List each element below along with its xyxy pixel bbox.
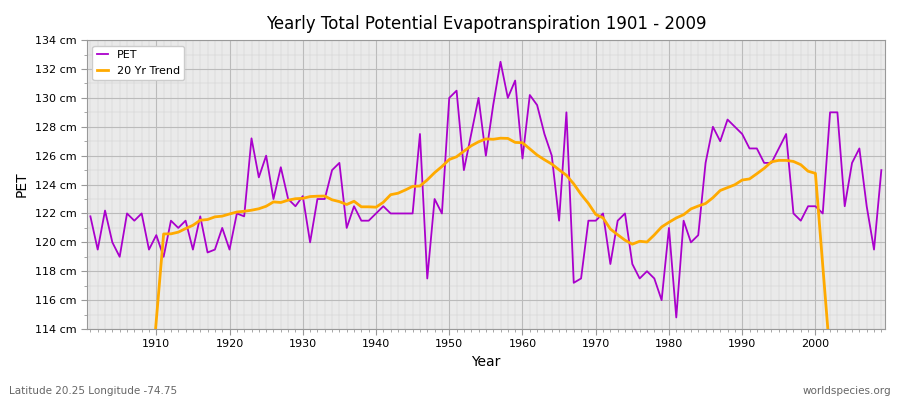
PET — [518, 156, 528, 161]
PET — [85, 214, 95, 219]
Title: Yearly Total Potential Evapotranspiration 1901 - 2009: Yearly Total Potential Evapotranspiratio… — [266, 15, 706, 33]
PET — [305, 240, 316, 245]
Line: 20 Yr Trend: 20 Yr Trend — [90, 138, 881, 400]
PET — [348, 204, 359, 209]
20 Yr Trend — [612, 232, 623, 237]
20 Yr Trend — [495, 136, 506, 140]
20 Yr Trend — [348, 199, 359, 204]
X-axis label: Year: Year — [472, 355, 500, 369]
PET — [495, 59, 506, 64]
20 Yr Trend — [525, 146, 535, 151]
Text: Latitude 20.25 Longitude -74.75: Latitude 20.25 Longitude -74.75 — [9, 386, 177, 396]
20 Yr Trend — [305, 194, 316, 199]
PET — [144, 247, 155, 252]
PET — [670, 315, 681, 320]
PET — [876, 168, 886, 172]
Y-axis label: PET: PET — [15, 172, 29, 197]
Legend: PET, 20 Yr Trend: PET, 20 Yr Trend — [93, 46, 184, 80]
20 Yr Trend — [518, 140, 528, 145]
PET — [525, 93, 535, 98]
PET — [612, 218, 623, 223]
Text: worldspecies.org: worldspecies.org — [803, 386, 891, 396]
Line: PET: PET — [90, 62, 881, 318]
